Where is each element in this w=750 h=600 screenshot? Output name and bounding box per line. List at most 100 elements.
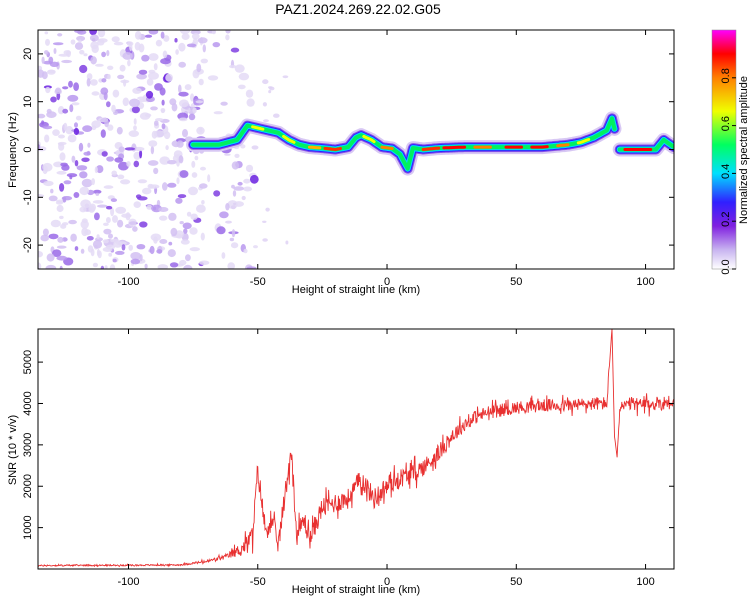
noise-blob [147, 183, 154, 189]
noise-blob [114, 157, 124, 163]
noise-blob [103, 222, 109, 226]
noise-blob [89, 34, 99, 42]
noise-blob [225, 34, 230, 41]
noise-blob [148, 140, 158, 147]
noise-blob [108, 233, 113, 239]
noise-blob [152, 206, 157, 211]
noise-blob [62, 86, 69, 90]
noise-blob [90, 56, 97, 65]
noise-blob [202, 44, 206, 53]
x-tick-label: 0 [384, 276, 390, 288]
snr-series-line [38, 329, 674, 568]
noise-blob [100, 265, 105, 269]
noise-blob [246, 98, 255, 107]
y-tick-label: 1000 [22, 515, 34, 539]
noise-blob [168, 241, 173, 246]
noise-blob [91, 91, 100, 96]
noise-blob [113, 41, 124, 46]
noise-blob [107, 124, 114, 131]
noise-blob [198, 78, 204, 86]
noise-blob [207, 174, 211, 183]
noise-blob [186, 211, 192, 217]
noise-blob [76, 165, 88, 171]
noise-blob [70, 233, 77, 242]
noise-blob [184, 84, 192, 91]
noise-blob [87, 142, 91, 148]
noise-blob [190, 30, 201, 35]
noise-blob [165, 73, 174, 82]
y-tick-label: 2000 [22, 474, 34, 498]
colorbar-tick-label: 0.2 [720, 212, 732, 227]
noise-blob [230, 242, 239, 249]
snr-y-axis-label: SNR (10 * v/v) [7, 415, 19, 485]
noise-blob [234, 153, 240, 158]
noise-blob [112, 258, 117, 263]
noise-blob [227, 262, 235, 269]
noise-blob [133, 201, 141, 209]
noise-blob [100, 87, 109, 95]
noise-blob [96, 165, 104, 174]
noise-blob [74, 30, 84, 33]
noise-blob [234, 64, 245, 73]
noise-blob [117, 219, 124, 228]
noise-blob [103, 228, 112, 235]
noise-blob [88, 203, 96, 212]
noise-blob [100, 129, 106, 138]
noise-blob [130, 252, 142, 260]
noise-blob [55, 87, 62, 95]
noise-blob [50, 96, 57, 103]
x-tick-label: -100 [117, 576, 139, 588]
noise-blob [68, 80, 73, 88]
noise-blob [251, 145, 259, 150]
noise-blob [268, 90, 272, 94]
colorbar-label: Normalized spectral amplitude [738, 76, 750, 224]
noise-blob [83, 53, 88, 57]
noise-blob [177, 194, 187, 199]
noise-blob [38, 251, 43, 258]
noise-blob [102, 239, 109, 244]
noise-blob [136, 73, 148, 80]
noise-blob [117, 74, 125, 80]
noise-blob [139, 149, 143, 159]
noise-blob [56, 255, 68, 261]
noise-blob [86, 78, 91, 87]
noise-blob [41, 56, 45, 64]
noise-blob [229, 64, 237, 69]
noise-blob [69, 104, 74, 113]
noise-blob [154, 83, 163, 91]
noise-blob [141, 54, 150, 62]
y-tick-label: 0 [22, 146, 34, 152]
noise-blob [62, 196, 67, 203]
noise-blob [40, 234, 49, 242]
noise-blob [133, 160, 140, 168]
noise-blob [200, 232, 205, 241]
noise-blob [179, 170, 189, 178]
ridge-hotspot [530, 145, 549, 149]
noise-blob [79, 64, 88, 74]
noise-blob [116, 241, 127, 246]
noise-blob [262, 220, 267, 223]
noise-blob [185, 254, 191, 262]
noise-blob [175, 197, 183, 204]
noise-blob [110, 198, 117, 203]
noise-blob [59, 265, 63, 269]
noise-blob [56, 204, 64, 213]
noise-blob [144, 263, 148, 269]
noise-blob [176, 177, 180, 185]
noise-blob [186, 43, 197, 48]
x-tick-label: 100 [636, 576, 654, 588]
colorbar-gradient [711, 29, 737, 270]
noise-blob [110, 207, 115, 217]
noise-blob [147, 160, 159, 166]
noise-blob [245, 89, 254, 98]
noise-blob [137, 196, 148, 201]
colorbar: 0.0 0.2 0.4 0.6 0.8 Normalized spectral ampl… [711, 29, 750, 275]
noise-blob [128, 244, 133, 251]
noise-blob [168, 212, 177, 221]
snr-frame [37, 328, 675, 570]
noise-blob [53, 48, 57, 54]
noise-blob [253, 245, 258, 249]
noise-blob [165, 145, 169, 151]
noise-blob [111, 170, 117, 176]
